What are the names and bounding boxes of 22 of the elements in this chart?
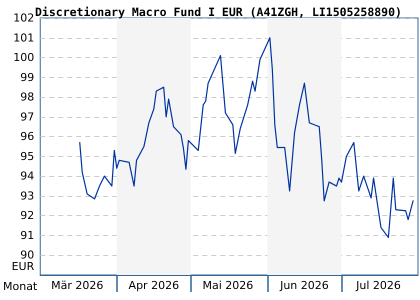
y-tick-label: 93 — [20, 189, 34, 202]
y-tick-label: 90 — [20, 248, 34, 262]
y-tick-label: 96 — [20, 130, 34, 144]
y-axis-title: EUR — [12, 260, 35, 273]
chart-title: Discretionary Macro Fund I EUR (A41ZGH, LI1505258890) — [35, 5, 402, 19]
x-axis-title: Monat — [2, 280, 38, 293]
y-tick-label: 99 — [20, 70, 34, 84]
y-tick-label: 95 — [20, 150, 34, 163]
y-tick-label: 98 — [20, 90, 34, 104]
y-tick-label: 92 — [20, 209, 34, 222]
y-tick-label: 97 — [20, 110, 34, 124]
y-tick-label: 91 — [20, 228, 34, 242]
y-tick-label: 102 — [13, 12, 34, 24]
x-tick-label: Apr 2026 — [128, 279, 180, 292]
y-tick-label: 100 — [13, 51, 34, 64]
x-tick-label: Jul 2026 — [355, 279, 401, 292]
y-tick-label: 94 — [20, 170, 34, 183]
x-tick-label: Jun 2026 — [279, 279, 329, 292]
y-tick-label: 101 — [13, 31, 34, 44]
line-series — [79, 37, 414, 238]
x-tick-label: Mär 2026 — [51, 279, 104, 292]
x-tick-label: Mai 2026 — [202, 279, 254, 292]
